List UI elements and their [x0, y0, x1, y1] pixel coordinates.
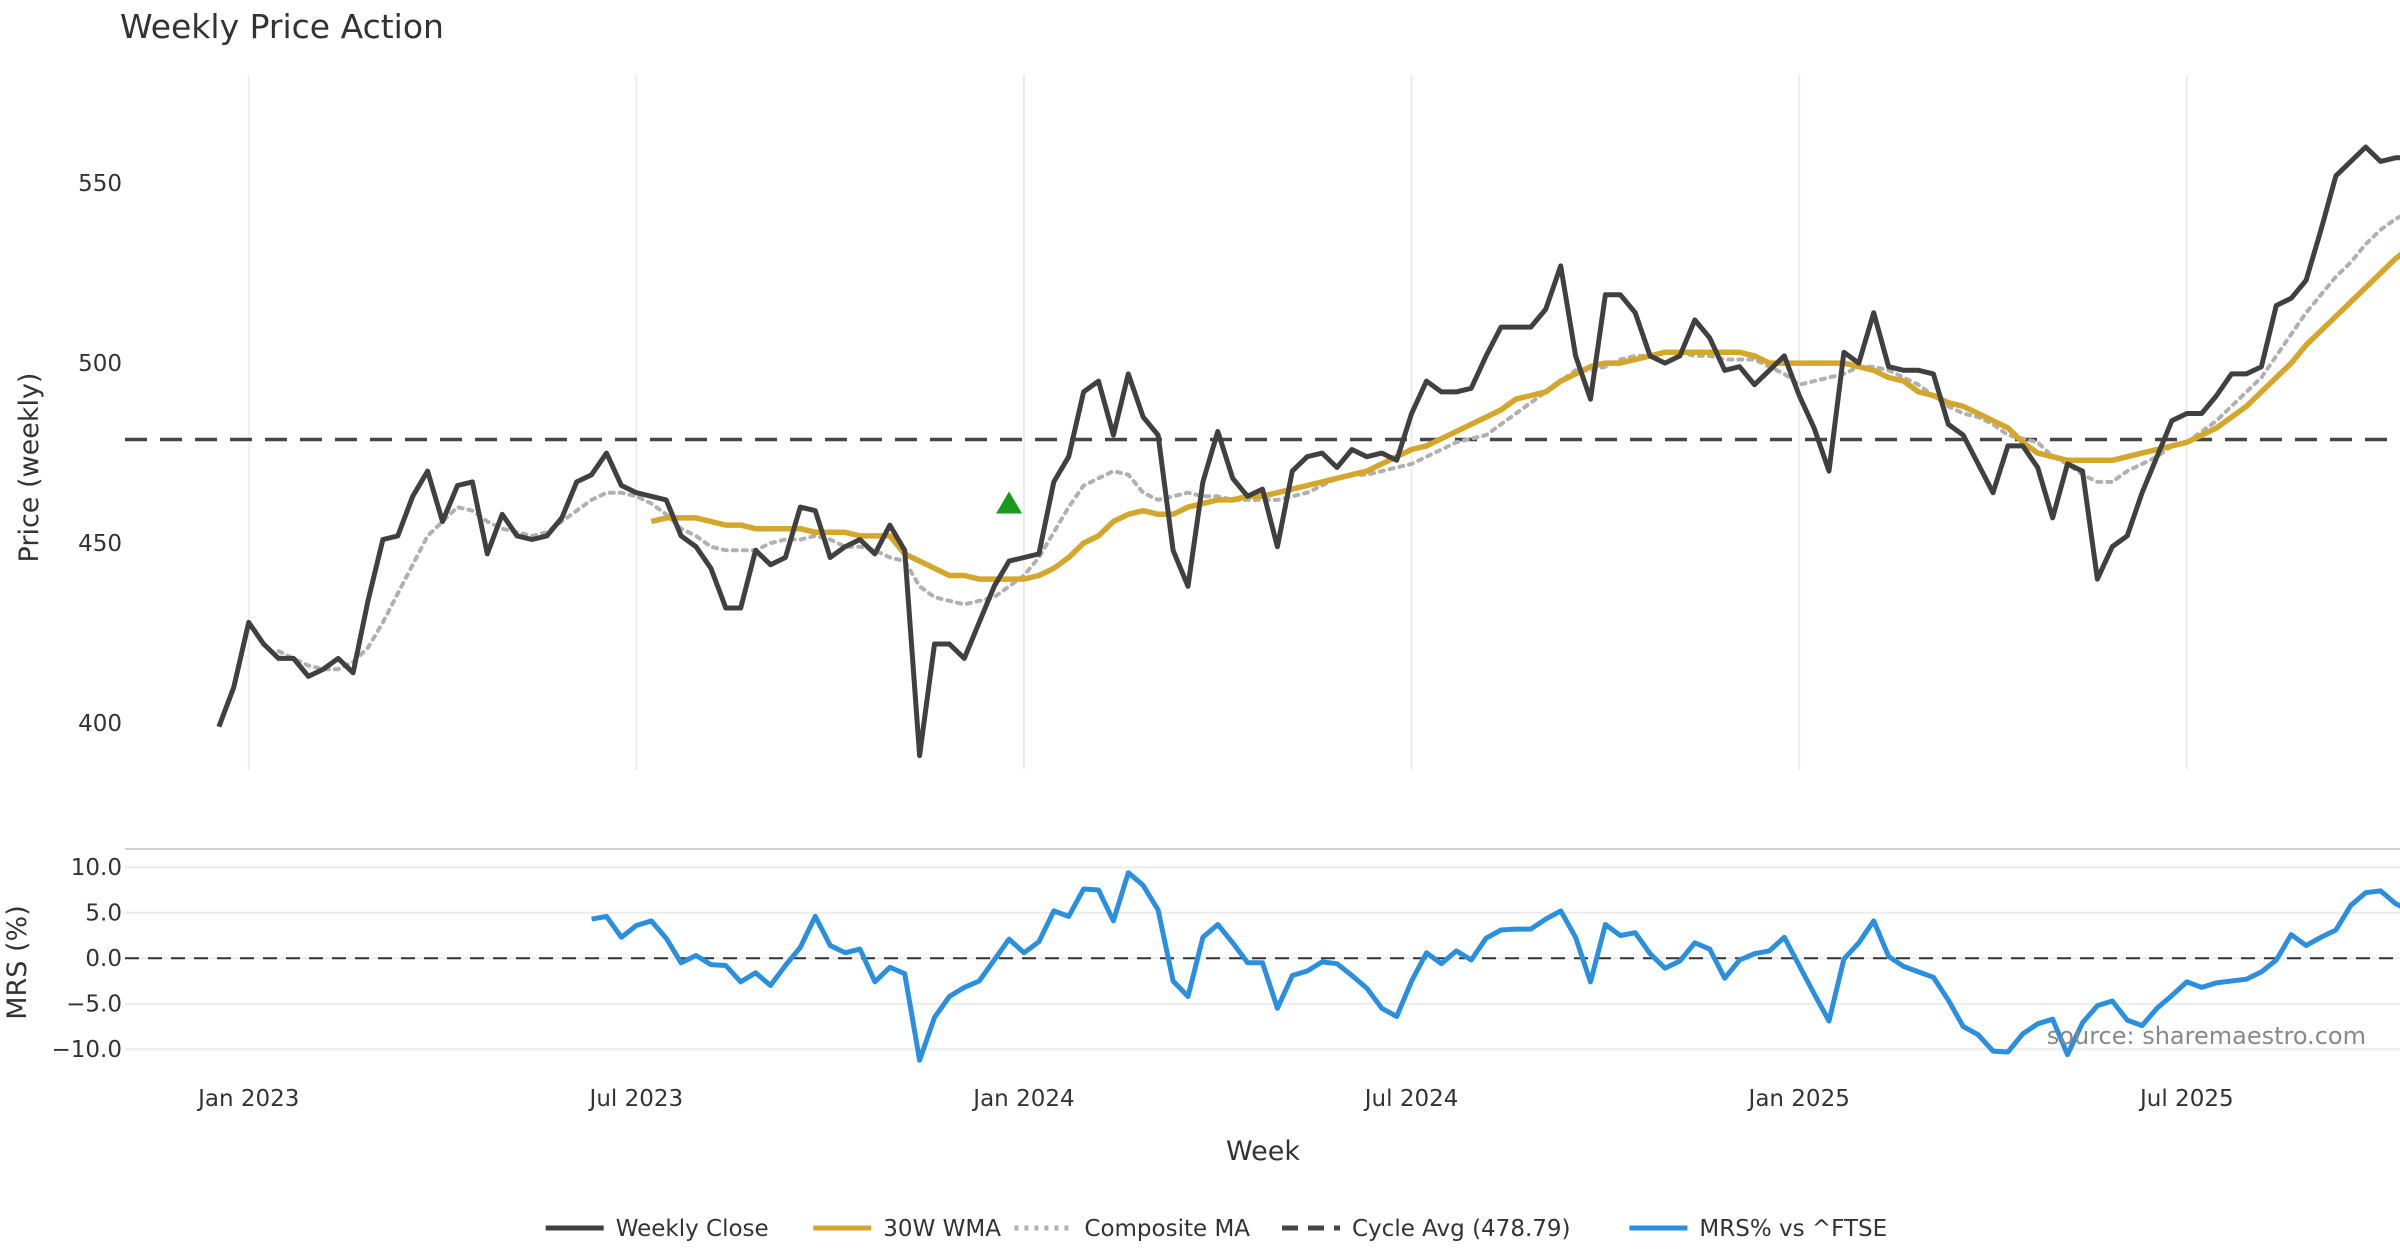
mrs-panel: −10.0 −5.0 0.0 5.0 10.0 MRS (%) source: shar… — [2, 848, 2400, 1063]
price-y-tick-label: 450 — [78, 531, 122, 557]
weekly-close-line — [216, 144, 2400, 759]
chart-title: Weekly Price Action — [120, 7, 444, 46]
price-y-tick-label: 550 — [78, 171, 122, 197]
source-annotation: source: sharemaestro.com — [2047, 1022, 2366, 1050]
x-tick-label: Jan 2023 — [196, 1086, 299, 1112]
mrs-y-tick-label: −10.0 — [52, 1037, 122, 1063]
legend: Weekly Close 30W WMA Composite MA Cycle Avg… — [545, 1216, 1887, 1242]
price-panel: 400 450 500 550 Price (weekly) — [14, 75, 2400, 770]
x-tick-label: Jul 2024 — [1363, 1086, 1459, 1112]
mrs-y-ticks: −10.0 −5.0 0.0 5.0 10.0 — [52, 855, 122, 1063]
price-y-tick-label: 400 — [78, 711, 122, 737]
mrs-y-axis-label: MRS (%) — [2, 905, 33, 1020]
x-axis-label: Week — [1226, 1136, 1300, 1167]
composite-ma-line — [276, 214, 2400, 672]
mrs-y-tick-label: 10.0 — [71, 855, 122, 881]
price-y-ticks: 400 450 500 550 — [78, 171, 122, 737]
x-tick-label: Jul 2025 — [2138, 1086, 2234, 1112]
legend-label: Composite MA — [1084, 1216, 1250, 1242]
x-axis-ticks: Jan 2023 Jul 2023 Jan 2024 Jul 2024 Jan 2025… — [196, 1086, 2234, 1112]
mrs-y-tick-label: 0.0 — [85, 946, 122, 972]
x-tick-label: Jan 2024 — [971, 1086, 1074, 1112]
legend-label: MRS% vs ^FTSE — [1699, 1216, 1887, 1242]
wma-30w-line — [650, 252, 2400, 582]
price-y-tick-label: 500 — [78, 351, 122, 377]
price-gridlines — [247, 75, 2188, 770]
legend-label: Cycle Avg (478.79) — [1352, 1216, 1571, 1242]
mrs-y-tick-label: −5.0 — [66, 992, 122, 1018]
x-tick-label: Jul 2023 — [588, 1086, 684, 1112]
mrs-line — [591, 870, 2400, 1063]
legend-label: Weekly Close — [616, 1216, 769, 1242]
price-y-axis-label: Price (weekly) — [14, 373, 45, 563]
x-tick-label: Jan 2025 — [1747, 1086, 1850, 1112]
mrs-y-tick-label: 5.0 — [85, 901, 122, 927]
legend-label: 30W WMA — [883, 1216, 1001, 1242]
buy-signal-marker — [996, 491, 1023, 514]
